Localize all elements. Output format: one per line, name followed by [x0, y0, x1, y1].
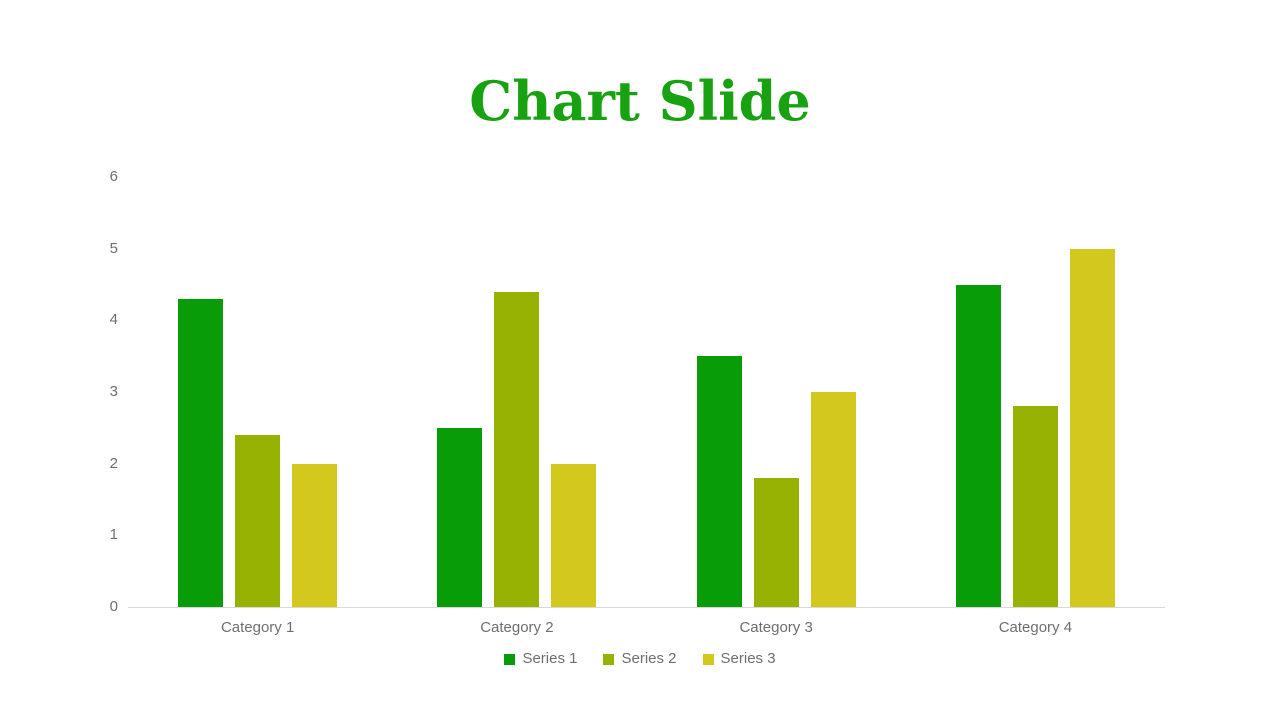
bar-series-3-category-2: [551, 463, 597, 607]
legend-swatch-icon: [504, 653, 516, 665]
y-tick-label: 6: [109, 168, 118, 185]
y-tick-label: 0: [109, 598, 118, 615]
slide-title: Chart Slide: [469, 69, 811, 133]
bar-series-1-category-3: [696, 356, 742, 607]
legend-label: Series 1: [522, 650, 578, 667]
bar-series-2-category-4: [1012, 406, 1058, 607]
bar-group-category-1: [128, 177, 387, 607]
bar-series-1-category-4: [955, 284, 1001, 607]
plot-area: [128, 177, 1165, 608]
legend-swatch-icon: [702, 653, 714, 665]
legend-item-2: Series 2: [603, 650, 677, 668]
y-tick-label: 3: [109, 383, 118, 400]
legend-item-3: Series 3: [702, 650, 776, 668]
bar-series-2-category-1: [235, 435, 281, 607]
bar-series-3-category-4: [1069, 248, 1115, 607]
x-axis-labels: Category 1 Category 2 Category 3 Category 4: [128, 618, 1165, 638]
bar-series-3-category-3: [810, 392, 856, 607]
bar-series-2-category-2: [494, 291, 540, 607]
legend-swatch-icon: [603, 653, 615, 665]
category-label-2: Category 2: [480, 619, 554, 636]
y-tick-label: 4: [109, 311, 118, 329]
category-label-3: Category 3: [739, 619, 813, 636]
bar-group-category-2: [387, 177, 646, 607]
category-label-4: Category 4: [998, 619, 1073, 636]
legend-label: Series 2: [621, 650, 677, 667]
category-label-1: Category 1: [220, 619, 295, 636]
y-axis-labels: 0 1 2 3 4 5 6: [80, 168, 118, 615]
y-tick-label: 2: [109, 454, 118, 472]
y-tick-label: 5: [109, 239, 118, 257]
bar-group-category-4: [906, 177, 1165, 607]
chart-legend: Series 1 Series 2 Series 3: [0, 650, 1280, 668]
legend-item-1: Series 1: [504, 650, 577, 668]
y-tick-label: 1: [109, 526, 118, 544]
bar-group-category-3: [647, 177, 906, 607]
legend-label: Series 3: [720, 650, 776, 667]
bar-series-1-category-2: [437, 427, 483, 607]
bar-series-1-category-1: [178, 298, 224, 607]
bar-series-3-category-1: [292, 463, 338, 607]
bar-series-2-category-3: [753, 478, 799, 607]
